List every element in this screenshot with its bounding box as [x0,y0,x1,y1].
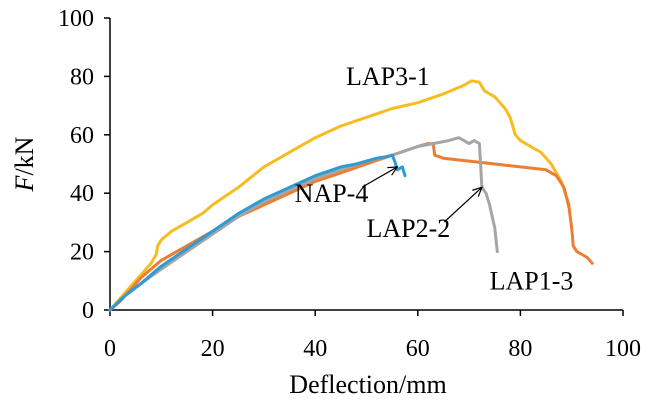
label-lap1-3: LAP1-3 [490,267,574,296]
y-tick-label: 0 [82,298,94,324]
series-line-lap3-1 [108,79,571,312]
series-lines [108,79,594,312]
series-line-lap2-2 [108,136,499,312]
label-lap3-1: LAP3-1 [346,62,430,91]
x-tick-label: 20 [201,336,225,362]
y-tick-label: 20 [70,240,94,266]
annotation-arrows [362,166,483,223]
y-axis-title: F/kN [10,136,39,192]
x-axis-title: Deflection/mm [289,370,446,399]
y-axis-symbol: F [10,174,39,192]
label-lap2-2: LAP2-2 [367,214,451,243]
x-tick-label: 100 [605,336,641,362]
arrow-lap2-2 [443,186,483,223]
y-tick-label: 80 [70,64,94,90]
x-tick-label: 80 [508,336,532,362]
series-line-nap-4 [108,153,407,312]
y-axis-unit: /kN [10,136,39,175]
x-tick-label: 40 [303,336,327,362]
y-tick-label: 40 [70,181,94,207]
series-labels: LAP3-1 NAP-4 LAP2-2 LAP1-3 [295,62,574,295]
x-tick-label: 60 [406,336,430,362]
arrow-nap-4 [362,166,398,188]
y-ticks: 0 20 40 60 80 100 [58,6,110,324]
y-tick-label: 100 [58,6,94,32]
x-tick-label: 0 [104,336,116,362]
y-tick-label: 60 [70,123,94,149]
arrowhead-nap-4 [387,166,399,176]
x-ticks: 0 20 40 60 80 100 [104,310,641,362]
arrowhead-lap2-2 [472,186,483,197]
label-nap-4: NAP-4 [295,179,369,208]
axes [109,18,623,311]
